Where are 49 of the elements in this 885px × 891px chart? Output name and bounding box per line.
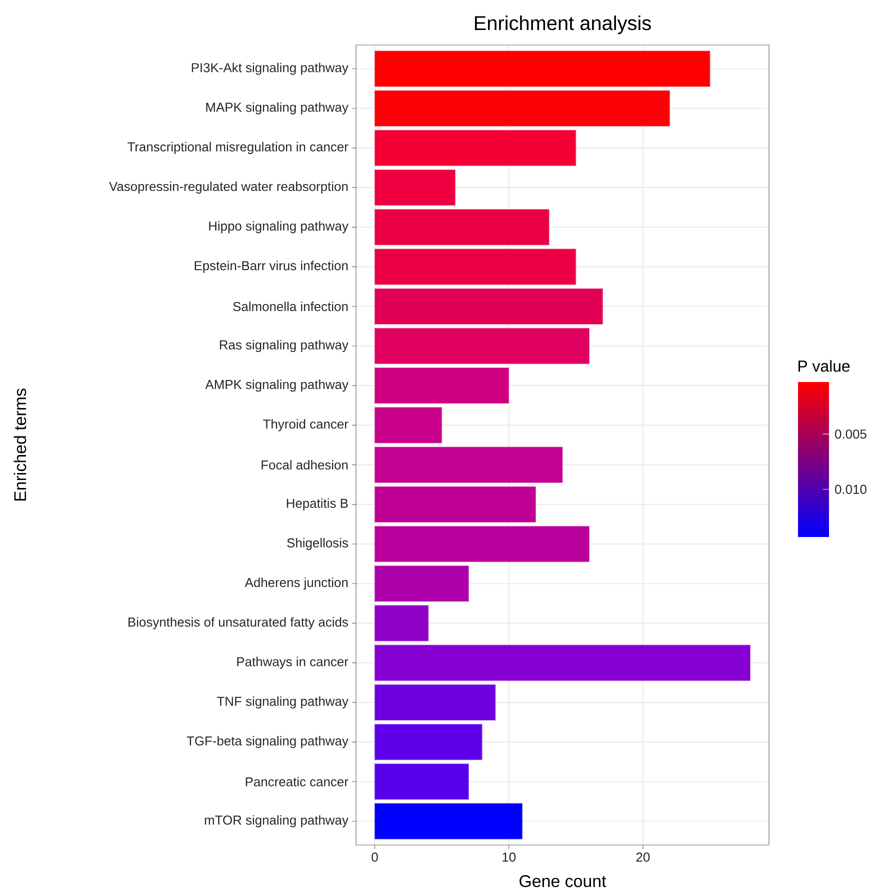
x-axis-title: Gene count [520,875,606,888]
bar [374,130,576,166]
bar [374,644,750,681]
x-tick-label: 10 [502,852,516,862]
bar [374,209,550,246]
y-tick-label: Transcriptional misregulation in cancer [128,142,348,154]
color-bar-label: 0.005 [835,429,866,439]
y-tick-label: Ras signaling pathway [220,340,348,352]
y-tick-label: Hippo signaling pathway [209,221,348,234]
y-tick-label: Salmonella infection [233,302,348,312]
y-axis-title: Enriched terms [14,388,26,501]
bar [374,684,496,720]
y-tick-label: Focal adhesion [262,460,348,470]
chart-title: Enrichment analysis [474,16,651,34]
y-tick-label: Adherens junction [244,578,348,590]
y-tick-label: Thyroid cancer [263,419,348,432]
y-tick-label: TGF-beta signaling pathway [186,736,348,748]
y-tick-label: Shigellosis [287,538,348,550]
bar [374,368,510,404]
bar [374,248,576,285]
bar [374,526,590,562]
y-tick-label: MAPK signaling pathway [206,102,348,114]
bar [374,605,429,642]
bar [374,803,523,840]
y-tick-label: Pancreatic cancer [246,776,348,786]
y-tick-label: Vasopressin-regulated water reabsorption [109,182,348,194]
y-tick-label: TNF signaling pathway [217,696,348,708]
bar [374,486,536,522]
bar [374,50,710,87]
bar [374,566,469,602]
y-tick-label: PI3K-Akt signaling pathway [192,62,348,75]
y-tick-label: Epstein-Barr virus infection [194,260,348,273]
y-tick-label: Biosynthesis of unsaturated fatty acids [128,617,348,630]
bar [374,446,563,483]
y-tick-label: Hepatitis B [286,498,348,510]
color-bar-label: 0.010 [835,484,866,494]
bar [374,288,603,324]
bar [374,407,442,444]
y-tick-label: AMPK signaling pathway [205,380,348,392]
x-tick-label: 0 [372,852,378,862]
bar [374,724,482,760]
bar [374,764,469,800]
bar [374,170,456,206]
bar [374,90,670,126]
color-bar-title: P value [798,360,850,372]
y-tick-label: mTOR signaling pathway [204,815,348,828]
bar [374,328,590,364]
y-tick-label: Pathways in cancer [237,656,348,669]
x-tick-label: 20 [636,852,650,862]
